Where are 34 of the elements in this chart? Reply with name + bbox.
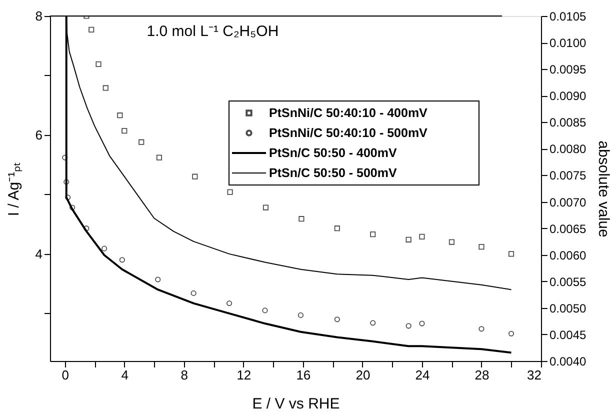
- y2-tick-label: 0.0070: [550, 195, 587, 210]
- y2-tick-label: 0.0085: [550, 116, 587, 130]
- x-tick-label: 0: [62, 368, 69, 382]
- y2-tick-label: 0.0050: [550, 301, 587, 316]
- y-axis-title: I / Ag⁻¹ₚₜ: [5, 162, 22, 216]
- x-tick-label: 32: [527, 368, 542, 382]
- annotation: 1.0 mol L⁻¹ C₂H₅OH: [146, 23, 279, 40]
- x-tick-label: 8: [180, 368, 188, 382]
- x-tick-label: 12: [236, 368, 252, 382]
- x-tick-label: 24: [415, 368, 430, 382]
- x-tick-label: 4: [121, 368, 129, 382]
- x-tick-label: 16: [296, 368, 311, 382]
- y2-tick-label: 0.0060: [550, 248, 587, 262]
- y2-tick-label: 0.0065: [550, 222, 587, 236]
- legend-label: PtSnNi/C 50:40:10 - 500mV: [269, 126, 428, 140]
- legend-label: PtSnNi/C 50:40:10 - 400mV: [269, 106, 428, 120]
- y2-tick-label: 0.0055: [550, 274, 587, 289]
- y2-tick-label: 0.0105: [550, 10, 587, 24]
- x-tick-label: 20: [356, 368, 370, 382]
- y2-axis-title: absolute value: [595, 140, 612, 238]
- y2-tick-label: 0.0075: [550, 168, 587, 183]
- y2-tick-label: 0.0095: [550, 62, 587, 77]
- x-tick-label: 28: [474, 368, 490, 382]
- y2-tick-label: 0.0045: [550, 328, 587, 342]
- y-tick-label: 4: [35, 246, 42, 262]
- y2-tick-label: 0.0100: [550, 36, 587, 50]
- y-tick-label: 8: [35, 8, 42, 24]
- y2-tick-label: 0.0080: [550, 142, 587, 156]
- y2-tick-label: 0.0090: [550, 89, 587, 104]
- x-axis-title: E / V vs RHE: [252, 396, 340, 412]
- y-tick-label: 6: [35, 127, 42, 142]
- legend-label: PtSn/C 50:50 - 400mV: [269, 146, 398, 160]
- y2-tick-label: 0.0040: [550, 354, 587, 368]
- legend-label: PtSn/C 50:50 - 500mV: [269, 166, 398, 180]
